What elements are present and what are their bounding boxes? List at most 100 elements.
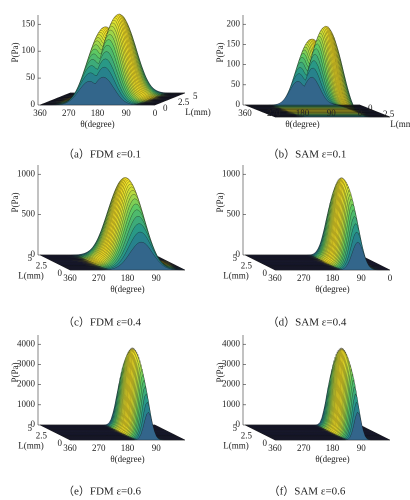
theta-tick-label: 360: [63, 273, 77, 283]
surface-strip: [70, 241, 185, 271]
l-label: L(mm): [185, 107, 211, 117]
z-tick-label: 3000: [222, 359, 241, 369]
caption: （b）SAM ε=0.1: [268, 148, 347, 161]
z-tick-label: 150: [22, 18, 36, 28]
surface-strip: [245, 76, 360, 106]
theta-tick-label: 90: [152, 273, 162, 283]
l-tick-label: 2.5: [36, 431, 48, 441]
l-tick-label: 5: [28, 423, 33, 433]
theta-tick-label: 360: [268, 273, 282, 283]
theta-label: θ(degree): [80, 119, 114, 129]
l-tick-label: 0: [263, 268, 268, 278]
caption: （c）FDM ε=0.4: [63, 316, 142, 329]
z-tick-label: 500: [227, 209, 241, 219]
z-tick-label: 0: [31, 249, 36, 259]
surface-strip: [64, 373, 180, 438]
theta-tick-label: 270: [297, 273, 311, 283]
theta-tick-label: 360: [238, 108, 252, 118]
z-tick-label: 0: [236, 419, 241, 429]
surface-strip: [40, 76, 155, 106]
l-label: L(mm): [223, 441, 249, 451]
l-tick-label: 2.5: [241, 431, 253, 441]
theta-tick-label: 0: [153, 108, 158, 118]
l-tick-label: 2.5: [383, 109, 395, 119]
z-tick-label: 100: [227, 59, 241, 69]
z-label: P(Pa): [215, 362, 225, 382]
z-tick-label: 200: [227, 18, 241, 28]
theta-tick-label: 90: [152, 443, 162, 453]
caption: （d）SAM ε=0.4: [268, 316, 347, 329]
l-tick-label: 5: [233, 253, 238, 263]
surface-strip: [68, 401, 184, 440]
surface-strip: [70, 411, 185, 441]
z-tick-label: 0: [31, 419, 36, 429]
l-label: L(mm): [390, 119, 410, 129]
theta-tick-label: 360: [63, 443, 77, 453]
theta-label: θ(degree): [315, 454, 349, 464]
theta-tick-label: 180: [121, 443, 135, 453]
z-tick-label: 1000: [17, 168, 36, 178]
theta-tick-label: 180: [326, 443, 340, 453]
z-label: P(Pa): [10, 362, 20, 382]
z-tick-label: 1000: [222, 168, 241, 178]
surface-strip: [61, 359, 177, 436]
l-tick-label: 5: [233, 423, 238, 433]
z-tick-label: 2000: [17, 379, 36, 389]
caption: （a）FDM ε=0.1: [63, 148, 141, 161]
theta-label: θ(degree): [110, 454, 144, 464]
l-tick-label: 0: [163, 103, 168, 113]
z-label: P(Pa): [10, 192, 20, 212]
panel: 0 1000 2000 3000 4000 P(Pa) 360 270 180 90 θ(degre…: [215, 335, 391, 498]
l-tick-label: 0: [368, 103, 373, 113]
z-tick-label: 500: [22, 209, 36, 219]
l-label: L(mm): [18, 441, 44, 451]
z-label: P(Pa): [215, 192, 225, 212]
theta-tick-label: 180: [296, 108, 310, 118]
theta-label: θ(degree): [315, 284, 349, 294]
l-label: L(mm): [18, 271, 44, 281]
l-tick-label: 2.5: [178, 97, 190, 107]
l-tick-label: 2.5: [36, 261, 48, 271]
theta-tick-label: 180: [91, 108, 105, 118]
caption: （e）FDM ε=0.6: [63, 485, 142, 498]
z-tick-label: 50: [26, 72, 36, 82]
l-tick-label: 0: [58, 268, 63, 278]
theta-tick-label: 90: [357, 273, 367, 283]
caption: （f）SAM ε=0.6: [269, 485, 346, 498]
surface-strip: [63, 368, 179, 437]
theta-tick-label: 360: [268, 443, 282, 453]
theta-tick-label: 270: [92, 443, 106, 453]
l-tick-label: 0: [263, 438, 268, 448]
surface-strip: [60, 356, 176, 436]
surface-strip: [275, 241, 390, 271]
surface-strip: [67, 393, 183, 440]
panel: 0 50 100 150 P(Pa) 360 270 180 90 0 θ(degree) 0 2.55…: [10, 13, 211, 161]
z-tick-label: 3000: [17, 359, 36, 369]
theta-tick-label: 90: [357, 443, 367, 453]
z-tick-label: 1000: [17, 399, 36, 409]
theta-label: θ(degree): [110, 284, 144, 294]
z-tick-label: 4000: [222, 338, 241, 348]
l-tick-label: 5: [28, 253, 33, 263]
theta-tick-label: 90: [327, 108, 337, 118]
surface-strip: [59, 353, 175, 435]
z-tick-label: 0: [31, 99, 36, 109]
z-label: P(Pa): [10, 42, 20, 62]
surface-strip: [62, 363, 178, 437]
z-tick-label: 0: [236, 99, 241, 109]
theta-tick-label: 270: [297, 443, 311, 453]
theta-tick-label: 180: [326, 273, 340, 283]
l-tick-label: 0: [58, 438, 63, 448]
z-label: P(Pa): [215, 42, 225, 62]
z-tick-label: 100: [22, 45, 36, 55]
l-label: L(mm): [223, 271, 249, 281]
theta-label: θ(degree): [285, 119, 319, 129]
l-tick-label: 2.5: [241, 261, 253, 271]
z-tick-label: 0: [236, 249, 241, 259]
z-tick-label: 50: [231, 79, 241, 89]
theta-tick-label: 270: [267, 108, 281, 118]
